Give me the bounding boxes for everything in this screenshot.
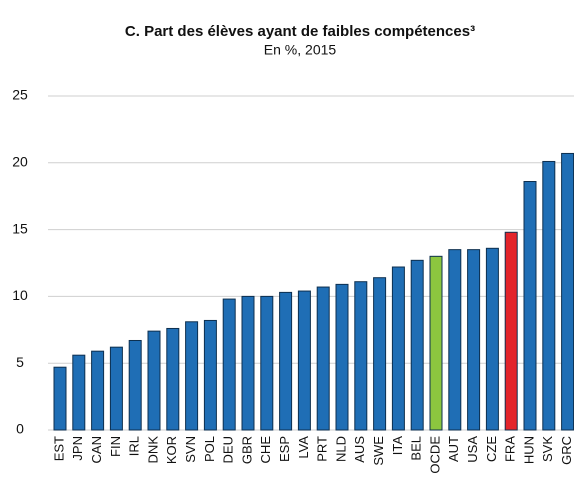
bar: [335, 283, 349, 431]
x-tick-label: ESP: [277, 436, 292, 462]
bar: [504, 231, 518, 431]
x-tick-label: KOR: [164, 436, 179, 464]
x-tick-label: AUS: [352, 436, 367, 463]
bar: [241, 295, 255, 431]
x-tick-label: OCDE: [427, 436, 442, 474]
x-tick-label: GBR: [239, 436, 254, 464]
bar: [297, 290, 311, 431]
x-tick-label: NLD: [333, 436, 348, 462]
bar: [429, 255, 443, 431]
x-tick-label: USA: [465, 436, 480, 463]
bar: [222, 298, 236, 431]
bar: [467, 249, 481, 431]
x-tick-label: SVN: [183, 436, 198, 463]
x-tick-label: HUN: [521, 436, 536, 464]
bar: [166, 327, 180, 431]
y-tick-label: 25: [12, 87, 28, 103]
x-tick-label: CHE: [258, 436, 273, 464]
bar: [523, 181, 537, 431]
y-tick-label: 5: [16, 354, 24, 370]
x-tick-label: GRC: [559, 436, 574, 465]
bar: [109, 346, 123, 431]
x-tick-label: IRL: [127, 436, 142, 456]
x-tick-label: DNK: [145, 436, 160, 464]
x-tick-label: JPN: [70, 436, 85, 461]
bar: [485, 247, 499, 431]
y-tick-label: 10: [12, 287, 28, 303]
bar: [203, 319, 217, 431]
x-tick-label: FRA: [503, 436, 518, 462]
bar: [91, 350, 105, 431]
bar: [147, 330, 161, 431]
bar: [561, 152, 574, 431]
bar: [260, 295, 274, 431]
bar: [53, 366, 67, 431]
bar: [316, 286, 330, 431]
x-tick-label: EST: [51, 436, 66, 461]
x-tick-label: DEU: [221, 436, 236, 463]
bar: [354, 281, 368, 431]
bar: [128, 339, 142, 431]
x-tick-label: FIN: [108, 436, 123, 457]
y-tick-label: 20: [12, 154, 28, 170]
bar: [185, 321, 199, 431]
bar: [542, 160, 556, 431]
bar: [279, 291, 293, 431]
bar: [391, 266, 405, 431]
y-tick-label: 0: [16, 421, 24, 437]
x-tick-label: BEL: [409, 436, 424, 461]
x-tick-label: POL: [202, 436, 217, 462]
bar: [410, 259, 424, 431]
x-tick-label: PRT: [315, 436, 330, 462]
bar: [448, 249, 462, 431]
x-tick-label: SWE: [371, 436, 386, 466]
x-tick-label: SVK: [540, 436, 555, 462]
x-tick-label: AUT: [446, 436, 461, 462]
x-tick-label: CZE: [484, 436, 499, 462]
bar: [72, 354, 86, 431]
x-tick-label: ITA: [390, 436, 405, 456]
chart-subtitle: En %, 2015: [264, 42, 337, 58]
x-tick-label: CAN: [89, 436, 104, 463]
x-tick-label: LVA: [296, 436, 311, 459]
bar: [373, 277, 387, 431]
y-tick-label: 15: [12, 220, 28, 236]
chart-title: C. Part des élèves ayant de faibles comp…: [125, 23, 475, 40]
